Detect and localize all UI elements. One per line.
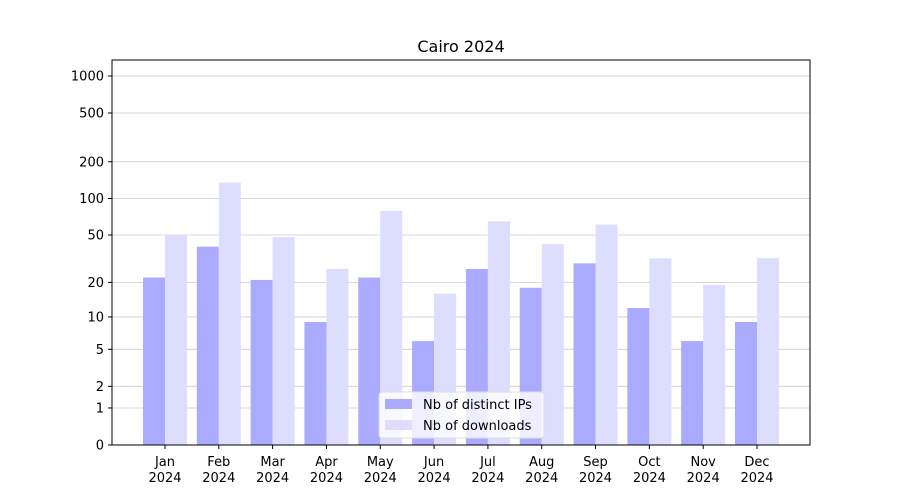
bar <box>304 322 327 445</box>
bar <box>681 341 704 445</box>
x-tick-label: Jan 2024 <box>148 455 181 486</box>
bar <box>143 277 165 445</box>
y-tick-label: 1000 <box>71 70 104 85</box>
bar <box>735 322 757 445</box>
x-tick-label: Dec 2024 <box>740 455 773 486</box>
bar <box>595 224 618 445</box>
bar <box>627 308 650 445</box>
x-tick-label: May 2024 <box>364 455 397 486</box>
x-tick-label: Feb 2024 <box>202 455 235 486</box>
legend-swatch <box>385 399 412 409</box>
y-tick-label: 5 <box>96 343 104 358</box>
bar <box>541 244 564 445</box>
y-tick-label: 2 <box>96 380 104 395</box>
x-tick-label: Apr 2024 <box>310 455 343 486</box>
legend-box <box>378 391 545 439</box>
bar <box>250 279 273 445</box>
y-tick-label: 1 <box>96 401 104 416</box>
bar <box>326 268 349 445</box>
x-tick-label: Sep 2024 <box>579 455 612 486</box>
y-tick-label: 100 <box>79 192 104 207</box>
plot-frame <box>111 59 811 446</box>
bar <box>757 258 779 445</box>
y-tick-label: 20 <box>87 276 104 291</box>
bar <box>218 182 241 445</box>
y-tick-label: 50 <box>87 229 104 244</box>
bar <box>196 246 219 445</box>
bar <box>380 210 403 445</box>
y-tick-label: 500 <box>79 106 104 121</box>
bar <box>272 237 295 445</box>
x-tick-label: Jun 2024 <box>418 455 451 486</box>
bar <box>165 235 187 445</box>
y-tick-label: 10 <box>87 310 104 325</box>
y-tick-label: 0 <box>96 439 104 454</box>
x-tick-label: Nov 2024 <box>687 455 720 486</box>
y-tick-label: 200 <box>79 155 104 170</box>
x-tick-label: Aug 2024 <box>525 455 558 486</box>
legend-label: Nb of downloads <box>423 419 532 434</box>
bar <box>573 263 596 445</box>
bar <box>649 258 672 445</box>
x-tick-label: Oct 2024 <box>633 455 666 486</box>
x-tick-label: Mar 2024 <box>256 455 289 486</box>
bar <box>487 221 510 445</box>
legend-label: Nb of distinct IPs <box>423 398 532 413</box>
chart-title: Cairo 2024 <box>417 37 504 56</box>
x-tick-label: Jul 2024 <box>471 455 504 486</box>
bar <box>703 285 726 445</box>
legend-swatch <box>385 420 412 430</box>
bar <box>358 277 381 445</box>
